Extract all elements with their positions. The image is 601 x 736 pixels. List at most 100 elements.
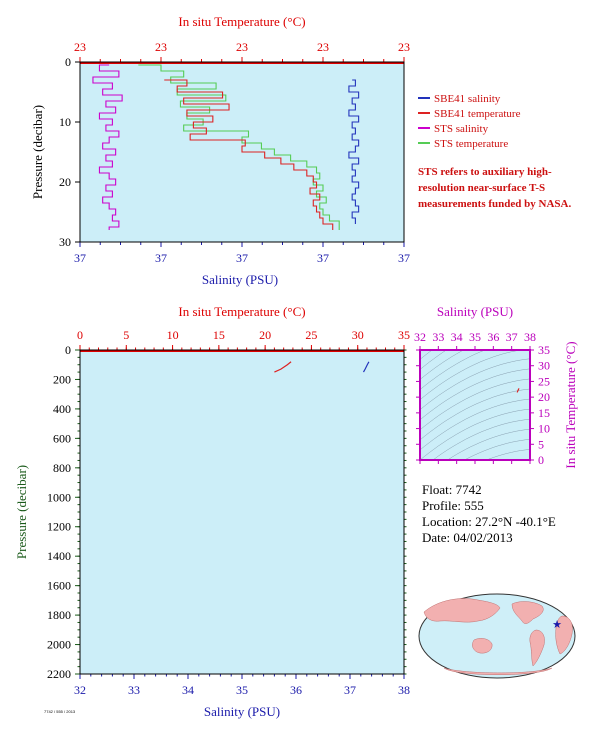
top-plot-frame bbox=[79, 61, 405, 243]
bottom-temp-ticks: 0 5 10 15 20 25 30 35 bbox=[77, 328, 410, 350]
top-pressure-tick-label: 20 bbox=[59, 175, 71, 189]
ts-density-contour bbox=[420, 378, 530, 430]
sts-note: STS refers to auxiliary high-resolution … bbox=[418, 166, 572, 210]
bottom-salinity-ticks: 32 33 34 35 36 37 38 bbox=[74, 674, 410, 697]
top-panel: In situ Temperature (°C) 23 23 23 23 23 37 37… bbox=[30, 14, 521, 287]
bottom-temp-tick-label: 15 bbox=[213, 328, 225, 342]
bottom-plot-frame bbox=[79, 349, 405, 675]
bottom-temp-axis-title: In situ Temperature (°C) bbox=[178, 304, 305, 319]
ts-density-contour bbox=[420, 350, 447, 370]
ts-salinity-tick-label: 37 bbox=[506, 330, 518, 344]
top-temp-tick-label: 23 bbox=[398, 40, 410, 54]
float-id: Float: 7742 bbox=[422, 482, 482, 497]
bottom-pressure-tick-label: 0 bbox=[65, 343, 71, 357]
map-africa bbox=[555, 615, 573, 655]
bottom-temp-tick-label: 35 bbox=[398, 328, 410, 342]
ts-salinity-tick-label: 35 bbox=[469, 330, 481, 344]
map-australia bbox=[472, 638, 493, 654]
ts-density-contour bbox=[432, 418, 530, 460]
bottom-plot-area bbox=[80, 350, 404, 674]
bottom-salinity-tick-label: 33 bbox=[128, 683, 140, 697]
ts-density-contour bbox=[420, 350, 464, 380]
ts-salinity-ticks: 32 33 34 35 36 37 38 bbox=[414, 330, 536, 464]
top-series-sbe41-temperature bbox=[164, 79, 334, 230]
bottom-panel: In situ Temperature (°C) 0 5 10 15 20 25 30 35 … bbox=[14, 304, 410, 719]
ts-density-contour bbox=[420, 350, 486, 390]
bottom-salinity-tick-label: 35 bbox=[236, 683, 248, 697]
bottom-series-sbe41-salinity bbox=[362, 361, 370, 373]
ts-diagram: Salinity (PSU) 32 33 34 35 36 37 38 0 510 15 20 25… bbox=[414, 304, 578, 469]
ts-temp-tick-label: 25 bbox=[538, 374, 550, 388]
bottom-temp-tick-label: 30 bbox=[352, 328, 364, 342]
top-pressure-tick-label: 0 bbox=[65, 55, 71, 69]
ts-density-contour bbox=[420, 350, 523, 400]
bottom-pressure-tick-label: 1400 bbox=[47, 549, 71, 563]
bottom-pressure-tick-label: 1800 bbox=[47, 608, 71, 622]
top-temp-tick-label: 23 bbox=[155, 40, 167, 54]
bottom-pressure-tick-label: 600 bbox=[53, 431, 71, 445]
legend-label: STS salinity bbox=[434, 123, 489, 135]
credit-text: 7742 / 555 / 2013 bbox=[44, 709, 76, 714]
top-pressure-tick-label: 10 bbox=[59, 115, 71, 129]
bottom-salinity-axis-title: Salinity (PSU) bbox=[204, 704, 280, 719]
top-series-sts-salinity bbox=[92, 64, 123, 230]
bottom-temp-tick-label: 25 bbox=[305, 328, 317, 342]
ts-temp-tick-label: 20 bbox=[538, 390, 550, 404]
top-salinity-tick-label: 37 bbox=[155, 251, 167, 265]
bottom-pressure-tick-label: 400 bbox=[53, 402, 71, 416]
date: Date: 04/02/2013 bbox=[422, 530, 513, 545]
ts-temp-tick-label: 5 bbox=[538, 437, 544, 451]
bottom-salinity-tick-label: 38 bbox=[398, 683, 410, 697]
world-map: ★ bbox=[418, 593, 576, 679]
ts-density-contour bbox=[464, 439, 530, 460]
ts-density-contour bbox=[420, 388, 530, 441]
bottom-pressure-tick-label: 1600 bbox=[47, 579, 71, 593]
bottom-salinity-tick-label: 34 bbox=[182, 683, 194, 697]
top-pressure-tick-label: 30 bbox=[59, 235, 71, 249]
bottom-series-sbe41-temperature bbox=[274, 361, 292, 373]
ts-curve bbox=[516, 388, 520, 393]
ts-temp-tick-label: 10 bbox=[538, 422, 550, 436]
ts-salinity-axis-title: Salinity (PSU) bbox=[437, 304, 513, 319]
top-series-sbe41-salinity bbox=[348, 79, 360, 224]
bottom-salinity-tick-label: 36 bbox=[290, 683, 302, 697]
bottom-pressure-tick-label: 2200 bbox=[47, 667, 71, 681]
ts-density-contour bbox=[485, 449, 530, 460]
top-salinity-tick-label: 37 bbox=[398, 251, 410, 265]
ts-temp-axis-title: In situ Temperature (°C) bbox=[563, 341, 578, 468]
map-antarctica bbox=[443, 667, 553, 675]
bottom-temp-tick-label: 20 bbox=[259, 328, 271, 342]
top-temp-tick-label: 23 bbox=[74, 40, 86, 54]
float-location-star-icon: ★ bbox=[552, 619, 562, 631]
top-salinity-tick-label: 37 bbox=[317, 251, 329, 265]
location: Location: 27.2°N -40.1°E bbox=[422, 514, 556, 529]
bottom-series-group bbox=[274, 361, 370, 373]
float-info: Float: 7742 Profile: 555 Location: 27.2°… bbox=[422, 482, 556, 546]
legend-label: SBE41 temperature bbox=[434, 108, 521, 120]
bottom-salinity-tick-label: 37 bbox=[344, 683, 356, 697]
ts-salinity-tick-label: 38 bbox=[524, 330, 536, 344]
top-salinity-ticks: 37 37 37 37 37 bbox=[74, 242, 410, 265]
bottom-pressure-tick-label: 2000 bbox=[47, 638, 71, 652]
ts-density-contour bbox=[420, 368, 530, 420]
bottom-pressure-tick-label: 1000 bbox=[47, 490, 71, 504]
map-north-america bbox=[511, 601, 544, 624]
legend: SBE41 salinity SBE41 temperature STS salin… bbox=[418, 93, 521, 150]
bottom-pressure-axis-title: Pressure (decibar) bbox=[14, 465, 29, 559]
ts-salinity-tick-label: 33 bbox=[432, 330, 444, 344]
ts-plot-area bbox=[420, 350, 530, 460]
ts-density-contour bbox=[420, 358, 530, 410]
ts-temp-tick-label: 35 bbox=[538, 343, 550, 357]
ts-density-contours bbox=[420, 350, 530, 460]
bottom-temp-tick-label: 10 bbox=[167, 328, 179, 342]
legend-label: STS temperature bbox=[434, 138, 508, 150]
top-temp-tick-label: 23 bbox=[236, 40, 248, 54]
profile-number: Profile: 555 bbox=[422, 498, 484, 513]
bottom-pressure-tick-label: 200 bbox=[53, 372, 71, 386]
ts-salinity-tick-label: 34 bbox=[451, 330, 463, 344]
top-temp-tick-label: 23 bbox=[317, 40, 329, 54]
top-series-group bbox=[92, 64, 360, 230]
top-salinity-tick-label: 37 bbox=[74, 251, 86, 265]
